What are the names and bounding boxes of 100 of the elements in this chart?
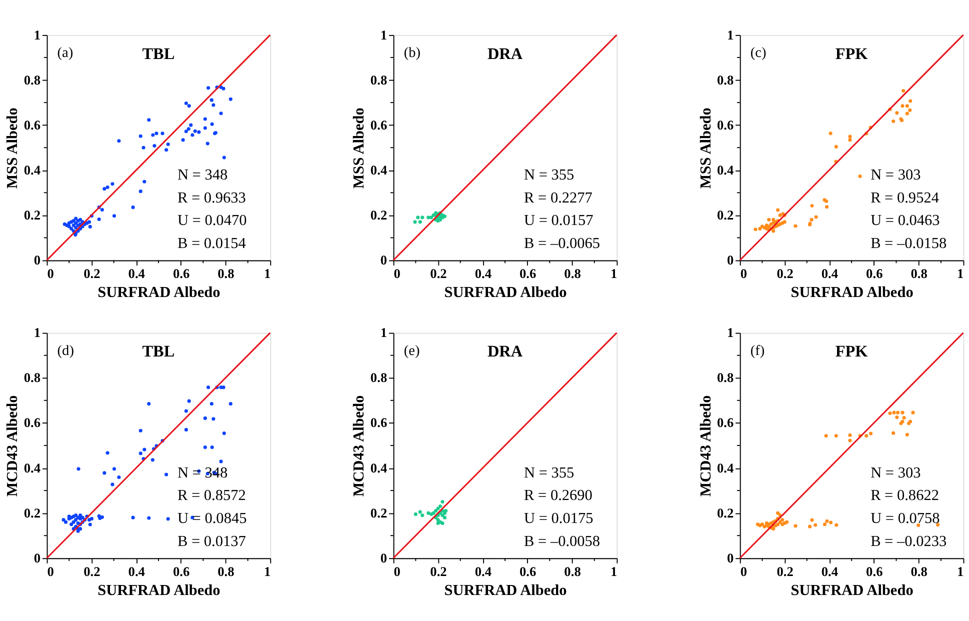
x-tick-label: 0.6 bbox=[172, 266, 190, 281]
annotation: N = 303 bbox=[870, 166, 922, 184]
annotation: U = 0.0157 bbox=[524, 212, 594, 230]
annotation: (e) bbox=[404, 342, 420, 359]
annotation: R = 0.8572 bbox=[177, 487, 246, 504]
annotation: R = 0.2690 bbox=[524, 487, 593, 504]
x-axis-title: SURFRAD Albedo bbox=[98, 284, 221, 302]
y-tick-label: 0 bbox=[726, 550, 734, 566]
annotation: B = –0.0158 bbox=[870, 235, 947, 252]
x-tick-label: 0.8 bbox=[218, 266, 235, 281]
y-tick-label: 0 bbox=[34, 252, 41, 268]
annotation: (f) bbox=[750, 342, 765, 359]
y-tick-label: 1 bbox=[34, 325, 41, 340]
y-axis-title: MSS Albedo bbox=[697, 107, 714, 189]
x-tick-label: 0 bbox=[47, 564, 54, 579]
x-axis-title: SURFRAD Albedo bbox=[444, 582, 568, 599]
x-tick-label: 0 bbox=[47, 266, 54, 281]
y-axis-title: MCD43 Albedo bbox=[350, 394, 368, 497]
text: TBL bbox=[142, 342, 175, 361]
annotation: U = 0.0758 bbox=[870, 510, 940, 528]
x-tick-label: 0.4 bbox=[821, 266, 838, 281]
x-tick-label: 0.4 bbox=[474, 266, 492, 281]
x-axis-title: SURFRAD Albedo bbox=[444, 284, 568, 302]
y-axis-title: MSS Albedo bbox=[350, 107, 368, 189]
text: DRA bbox=[487, 342, 523, 361]
annotation: U = 0.0845 bbox=[177, 510, 248, 528]
annotation: N = 348 bbox=[177, 166, 228, 184]
y-tick-label: 0.6 bbox=[370, 415, 388, 430]
y-tick-label: 0.2 bbox=[24, 208, 41, 222]
x-tick-label: 0.4 bbox=[821, 564, 838, 579]
annotation: B = 0.0137 bbox=[177, 533, 246, 550]
y-tick-label: 1 bbox=[380, 325, 388, 340]
y-tick-label: 0 bbox=[380, 252, 388, 268]
x-tick-label: 0.2 bbox=[84, 266, 101, 281]
y-tick-label: 0 bbox=[34, 550, 41, 566]
x-tick-label: 0.6 bbox=[866, 266, 884, 281]
y-tick-label: 1 bbox=[726, 325, 734, 340]
x-tick-label: 0.2 bbox=[84, 564, 101, 579]
x-tick-label: 0 bbox=[740, 564, 748, 579]
y-tick-label: 1 bbox=[726, 27, 734, 42]
annotation: N = 348 bbox=[177, 464, 228, 482]
x-tick-label: 0.2 bbox=[776, 266, 794, 281]
y-tick-label: 0.4 bbox=[370, 460, 388, 476]
x-tick-label: 0.8 bbox=[564, 266, 582, 281]
annotation: R = 0.2277 bbox=[524, 189, 593, 206]
x-tick-label: 0.8 bbox=[910, 266, 928, 281]
y-tick-label: 0.2 bbox=[716, 505, 734, 520]
y-tick-label: 0.8 bbox=[24, 72, 41, 88]
x-axis-title: SURFRAD Albedo bbox=[790, 582, 914, 599]
annotation: N = 355 bbox=[524, 464, 575, 482]
y-tick-label: 0.4 bbox=[24, 460, 41, 476]
annotation: B = –0.0065 bbox=[524, 235, 600, 252]
y-tick-label: 0.4 bbox=[370, 162, 388, 178]
y-tick-label: 0.2 bbox=[716, 208, 734, 222]
x-tick-label: 1 bbox=[610, 564, 618, 579]
x-tick-label: 1 bbox=[610, 266, 618, 281]
y-tick-label: 1 bbox=[380, 27, 388, 42]
x-tick-label: 0.8 bbox=[564, 564, 582, 579]
x-tick-label: 0.2 bbox=[430, 266, 448, 281]
x-tick-label: 0.2 bbox=[776, 564, 794, 579]
x-tick-label: 0.8 bbox=[910, 564, 928, 579]
x-tick-label: 1 bbox=[264, 564, 271, 579]
y-tick-label: 0 bbox=[726, 252, 734, 268]
x-tick-label: 0.2 bbox=[430, 564, 448, 579]
y-tick-label: 0.6 bbox=[370, 117, 388, 132]
y-tick-label: 0.6 bbox=[716, 117, 734, 132]
x-tick-label: 1 bbox=[264, 266, 271, 281]
x-tick-label: 0.4 bbox=[128, 564, 146, 579]
x-tick-label: 0.4 bbox=[128, 266, 146, 281]
annotation: B = –0.0233 bbox=[870, 533, 947, 550]
text: FPK bbox=[835, 44, 868, 63]
text: FPK bbox=[835, 342, 868, 361]
y-axis-title: MSS Albedo bbox=[4, 107, 22, 189]
x-tick-label: 1 bbox=[957, 266, 964, 281]
annotation: B = –0.0058 bbox=[524, 533, 600, 550]
text: DRA bbox=[487, 44, 523, 63]
y-tick-label: 0.8 bbox=[716, 370, 734, 386]
x-tick-label: 0.6 bbox=[866, 564, 884, 579]
y-tick-label: 0.2 bbox=[24, 505, 41, 520]
x-tick-label: 0.6 bbox=[172, 564, 190, 579]
y-tick-label: 0.4 bbox=[716, 162, 734, 178]
annotation: (c) bbox=[750, 44, 766, 61]
annotation: R = 0.9524 bbox=[870, 189, 940, 206]
x-tick-label: 0.6 bbox=[519, 564, 537, 579]
y-tick-label: 0.6 bbox=[716, 415, 734, 430]
y-tick-label: 0.4 bbox=[716, 460, 734, 476]
y-tick-label: 0.8 bbox=[370, 370, 388, 386]
annotation: (d) bbox=[57, 342, 74, 359]
annotation: (b) bbox=[404, 44, 421, 61]
annotation: U = 0.0470 bbox=[177, 212, 248, 230]
y-tick-label: 1 bbox=[34, 27, 41, 42]
annotation: (a) bbox=[57, 44, 74, 61]
y-tick-label: 0.8 bbox=[370, 72, 388, 88]
x-tick-label: 0.6 bbox=[519, 266, 537, 281]
y-tick-label: 0.8 bbox=[716, 72, 734, 88]
y-tick-label: 0.6 bbox=[24, 415, 41, 430]
y-axis-title: MCD43 Albedo bbox=[697, 394, 714, 497]
text: TBL bbox=[142, 44, 175, 63]
annotation: R = 0.9633 bbox=[177, 189, 246, 206]
x-axis-title: SURFRAD Albedo bbox=[98, 582, 221, 599]
